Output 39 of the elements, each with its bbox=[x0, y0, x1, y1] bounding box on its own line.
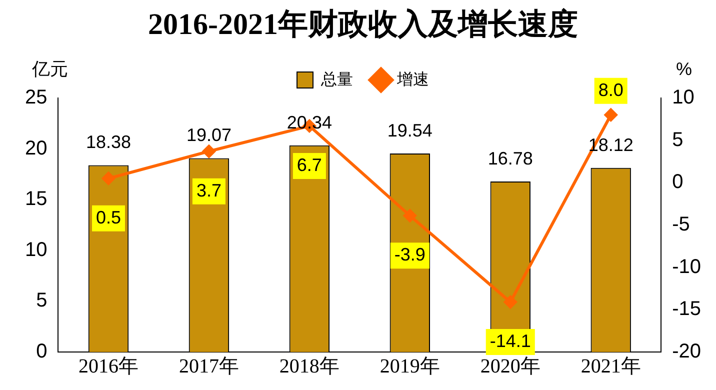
y-tick-label: 20 bbox=[24, 137, 48, 160]
chart-title: 2016-2021年财政收入及增长速度 bbox=[148, 6, 578, 41]
data-label: 16.78 bbox=[488, 148, 533, 168]
point bbox=[604, 108, 618, 122]
y2-axis-title: % bbox=[676, 58, 692, 79]
data-label: 6.7 bbox=[296, 154, 322, 175]
x-tick-label: 2019年 bbox=[380, 355, 440, 378]
x-tick-label: 2016年 bbox=[78, 355, 138, 378]
y-tick-label: 5 bbox=[36, 290, 48, 312]
x-tick-label: 2018年 bbox=[279, 355, 340, 378]
point bbox=[202, 144, 216, 158]
data-label: 8.0 bbox=[598, 80, 624, 100]
x-tick-label: 2020年 bbox=[480, 355, 540, 378]
y-tick-label: 25 bbox=[24, 86, 48, 109]
y-tick-label: 0 bbox=[36, 340, 48, 363]
point bbox=[102, 172, 115, 185]
legend-label: 总量 bbox=[320, 70, 353, 88]
y2-tick-label: -5 bbox=[672, 214, 690, 236]
data-label: 19.07 bbox=[186, 125, 232, 146]
point bbox=[504, 296, 517, 309]
data-label: -3.9 bbox=[394, 244, 426, 265]
data-label: 0.5 bbox=[96, 207, 121, 228]
x-tick-label: 2021年 bbox=[580, 355, 641, 378]
point bbox=[403, 209, 416, 222]
y-tick-label: 10 bbox=[24, 238, 48, 261]
y2-tick-label: 5 bbox=[672, 128, 684, 151]
y2-tick-label: -15 bbox=[672, 298, 701, 320]
data-label: -14.1 bbox=[490, 331, 531, 352]
x-tick-label: 2017年 bbox=[178, 355, 239, 378]
y2-tick-label: -20 bbox=[672, 340, 701, 363]
data-label: 19.54 bbox=[387, 120, 432, 140]
y-axis-title: 亿元 bbox=[31, 58, 68, 79]
legend-label: 增速 bbox=[396, 70, 429, 88]
y2-tick-label: 0 bbox=[672, 171, 684, 194]
y2-tick-label: 10 bbox=[672, 86, 694, 109]
data-label: 18.38 bbox=[86, 132, 132, 152]
y-tick-label: 15 bbox=[24, 188, 48, 210]
data-label: 3.7 bbox=[196, 180, 222, 200]
y2-tick-label: -10 bbox=[672, 256, 701, 278]
